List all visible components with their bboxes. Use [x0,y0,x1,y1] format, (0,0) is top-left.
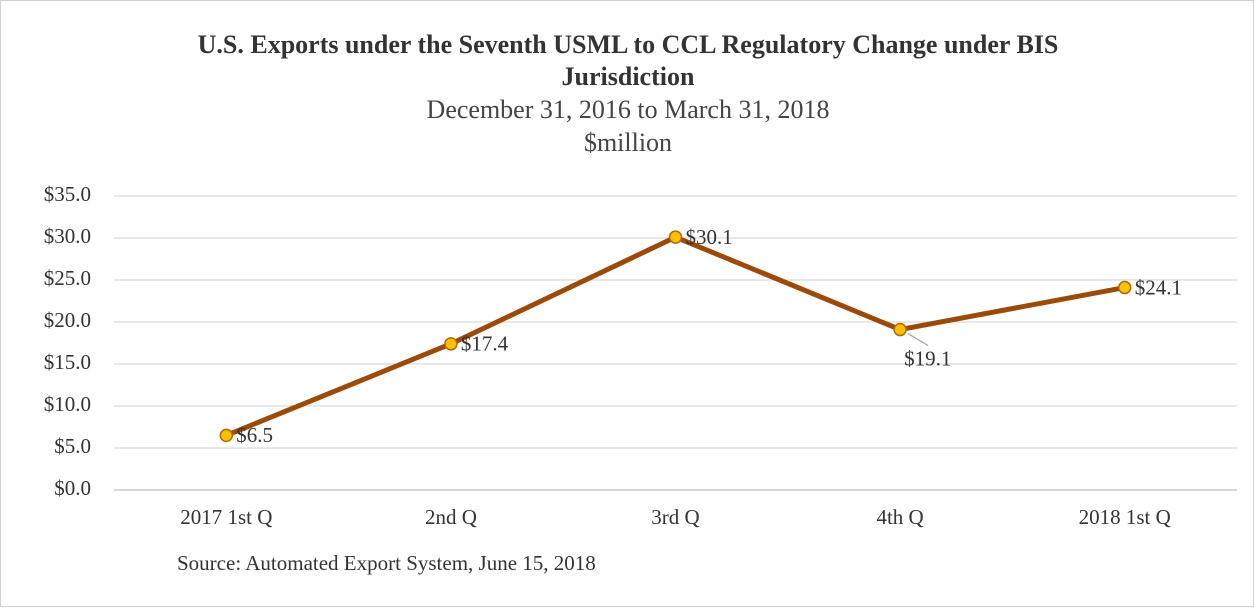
y-tick-label: $35.0 [44,182,91,206]
y-tick-label: $15.0 [44,350,91,374]
y-tick-label: $20.0 [44,308,91,332]
data-point [893,322,907,337]
data-label: $24.1 [1135,275,1182,299]
x-tick-label: 4th Q [876,505,923,529]
label-leader [907,333,929,347]
data-label: $19.1 [904,346,951,370]
y-tick-label: $25.0 [44,266,91,290]
data-point [444,337,458,351]
data-label: $6.5 [236,423,273,447]
x-tick-label: 2017 1st Q [180,505,272,529]
y-tick-label: $5.0 [54,434,91,458]
x-tick-label: 2018 1st Q [1079,505,1171,529]
chart-subtitle: December 31, 2016 to March 31, 2018 [426,95,830,124]
source-note: Source: Automated Export System, June 15… [177,551,596,575]
chart-title: U.S. Exports under the Seventh USML to C… [197,30,1059,91]
y-tick-label: $30.0 [44,224,91,248]
data-point [219,428,234,443]
data-point [1117,280,1132,295]
data-label: $30.1 [686,225,733,249]
y-tick-label: $0.0 [54,476,91,500]
chart-unit: $million [583,128,673,157]
x-tick-label: 2nd Q [425,505,477,529]
data-point [668,230,683,244]
x-tick-label: 3rd Q [651,505,699,529]
data-label: $17.4 [461,332,509,356]
y-tick-label: $10.0 [44,392,91,416]
